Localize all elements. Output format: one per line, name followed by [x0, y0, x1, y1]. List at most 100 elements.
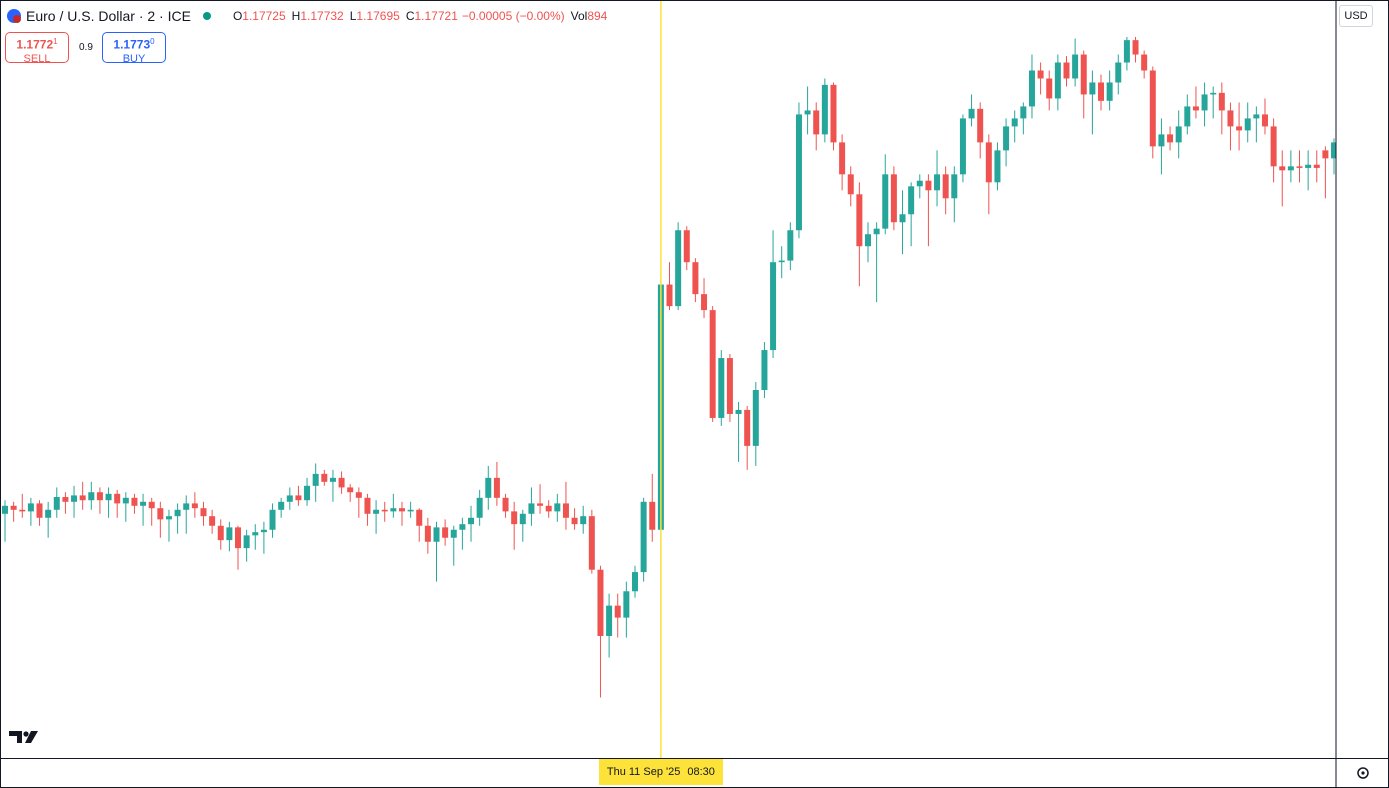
candle-body [1261, 114, 1268, 127]
candle-body [795, 114, 802, 231]
candle-body [96, 492, 103, 501]
candle-body [830, 84, 837, 143]
candle-body [1080, 54, 1087, 95]
candle-body [364, 497, 371, 514]
candle-body [252, 532, 259, 536]
flag-icon [7, 9, 21, 23]
candle-body [649, 501, 656, 530]
candle-body [295, 495, 302, 501]
candle-body [1063, 62, 1070, 79]
candle-body [1270, 126, 1277, 167]
spread: 0.9 [79, 42, 93, 53]
candle-body [191, 503, 198, 509]
candle-body [157, 508, 164, 520]
candle-body [165, 516, 172, 520]
candle-body [53, 497, 60, 510]
candle-body [19, 509, 26, 512]
candle-body [985, 142, 992, 183]
candle-body [1115, 62, 1122, 83]
candle-body [899, 214, 906, 223]
candle-body [27, 503, 34, 512]
candle-body [554, 503, 561, 512]
candle-body [390, 508, 397, 512]
candle-body [718, 358, 725, 418]
candle-body [847, 174, 854, 195]
candle-body [890, 174, 897, 223]
candle-body [140, 501, 147, 506]
candle-body [1305, 164, 1312, 168]
candle-body [260, 529, 267, 533]
candle-body [571, 517, 578, 525]
low-label: L [349, 9, 357, 23]
buy-price: 1.1773 [113, 37, 151, 52]
volume-label: Vol [570, 9, 588, 23]
candle-body [1011, 118, 1018, 127]
candle-body [1072, 54, 1079, 79]
candle-body [994, 150, 1001, 183]
candle-body [545, 505, 552, 512]
candle-body [839, 142, 846, 175]
candle-body [959, 118, 966, 175]
candle-body [951, 174, 958, 199]
candle-body [235, 527, 242, 549]
candle-body [1167, 134, 1174, 143]
open-value: 1.17725 [242, 9, 286, 23]
candle-body [2, 505, 8, 514]
candle-body [640, 501, 647, 573]
market-status [202, 12, 211, 20]
settings-icon[interactable] [1357, 767, 1369, 779]
candle-body [1158, 134, 1165, 147]
candle-body [1218, 92, 1225, 111]
candle-body [269, 509, 276, 530]
candle-body [1098, 82, 1105, 101]
candle-body [1236, 126, 1243, 131]
candle-body [597, 569, 604, 636]
candle-body [942, 174, 949, 199]
candle-body [1253, 114, 1260, 119]
candle-body [606, 605, 613, 636]
candle-body [105, 493, 112, 501]
low-value: 1.17695 [356, 9, 400, 23]
candle-body [493, 477, 500, 498]
sell-button[interactable]: 1.17721 SELL [5, 32, 69, 65]
candle-body [1296, 166, 1303, 168]
candle-body [1003, 126, 1010, 151]
candle-body [485, 477, 492, 498]
candle-body [744, 409, 751, 446]
symbol[interactable]: Euro / U.S. Dollar · 2 · ICE [26, 8, 191, 24]
candle-body [355, 492, 362, 498]
candle-body [217, 525, 224, 541]
close-label: C [405, 9, 415, 23]
sell-price: 1.1772 [16, 37, 54, 52]
candle-body [329, 477, 336, 482]
buy-label: BUY [122, 52, 146, 65]
candle-body [62, 497, 69, 502]
candle-body [1149, 70, 1156, 147]
candle-body [1322, 150, 1329, 159]
candle-body [1287, 166, 1294, 171]
candle-body [1227, 110, 1234, 127]
candle-body [1175, 126, 1182, 143]
buy-button[interactable]: 1.17730 BUY [102, 32, 166, 65]
candle-body [968, 108, 975, 119]
candle-body [580, 516, 587, 525]
candle-body [148, 501, 155, 509]
currency-button[interactable]: USD [1339, 5, 1373, 27]
candle-body [873, 228, 880, 235]
candle-body [398, 508, 405, 512]
candle-body [1106, 82, 1113, 101]
candle-body [977, 108, 984, 143]
candle-body [1244, 118, 1251, 131]
price-axis-bg [1336, 0, 1389, 788]
candle-body [882, 174, 889, 229]
candle-body [1046, 78, 1053, 99]
candle-body [1210, 92, 1217, 95]
candle-body [131, 497, 138, 506]
candle-body [1279, 166, 1286, 171]
candle-body [1141, 54, 1148, 71]
candle-body [114, 493, 121, 504]
